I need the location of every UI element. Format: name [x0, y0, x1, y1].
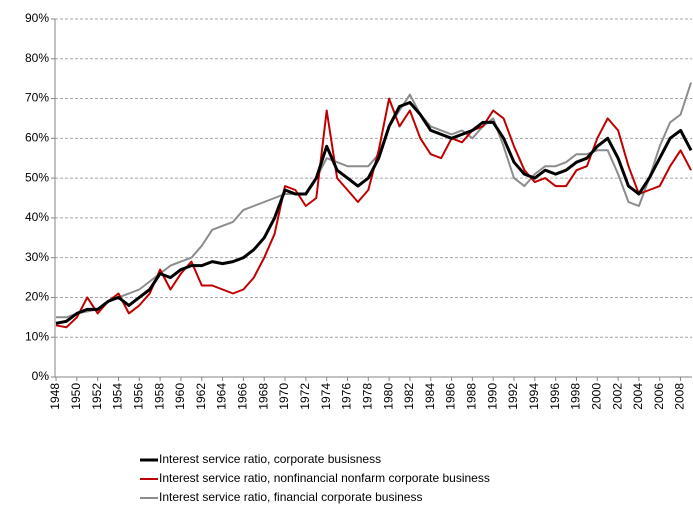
- x-tick-label: 1986: [444, 383, 458, 410]
- x-tick-label: 1976: [340, 383, 354, 410]
- x-tick-label: 1948: [48, 383, 62, 410]
- x-tick-label: 1966: [236, 383, 250, 410]
- series-line: [55, 101, 693, 325]
- y-tick-label: 20%: [25, 290, 49, 304]
- x-tick-label: 2002: [610, 383, 624, 410]
- y-tick-label: 80%: [25, 51, 49, 65]
- y-tick-label: 30%: [25, 250, 49, 264]
- x-tick-label: 1996: [548, 383, 562, 410]
- legend-label: Interest service ratio, financial corpor…: [159, 490, 422, 504]
- y-tick-label: 50%: [25, 170, 49, 184]
- x-tick-label: 1998: [569, 383, 583, 410]
- x-tick-label: 1962: [194, 383, 208, 410]
- x-tick-label: 2000: [589, 383, 603, 410]
- legend-label: Interest service ratio, nonfinancial non…: [159, 471, 490, 485]
- x-tick-label: 1960: [173, 383, 187, 410]
- x-tick-label: 1980: [381, 383, 395, 410]
- x-tick-label: 1956: [131, 383, 145, 410]
- y-tick-label: 60%: [25, 131, 49, 145]
- x-tick-label: 1970: [277, 383, 291, 410]
- x-tick-label: 1968: [256, 383, 270, 410]
- y-tick-label: 40%: [25, 210, 49, 224]
- series-line: [55, 97, 692, 329]
- legend-label: Interest service ratio, corporate busisn…: [159, 452, 381, 466]
- x-tick-label: 1954: [111, 383, 125, 410]
- x-tick-label: 1992: [506, 383, 520, 410]
- x-tick-label: 2006: [652, 383, 666, 410]
- x-tick-label: 1990: [485, 383, 499, 410]
- series-line: [56, 82, 692, 319]
- y-tick-label: 70%: [25, 91, 49, 105]
- x-tick-label: 1994: [527, 383, 541, 410]
- x-tick-label: 1972: [298, 383, 312, 410]
- x-tick-label: 1988: [465, 383, 479, 410]
- x-tick-label: 1950: [69, 383, 83, 410]
- x-tick-label: 2004: [631, 383, 645, 410]
- x-tick-label: 1964: [215, 383, 229, 410]
- y-tick-label: 0%: [32, 369, 50, 383]
- y-tick-label: 90%: [25, 11, 49, 25]
- x-tick-label: 2008: [673, 383, 687, 410]
- x-tick-label: 1978: [360, 383, 374, 410]
- x-tick-label: 1984: [423, 383, 437, 410]
- y-tick-label: 10%: [25, 329, 49, 343]
- x-tick-label: 1982: [402, 383, 416, 410]
- x-tick-label: 1952: [90, 383, 104, 410]
- x-tick-label: 1958: [152, 383, 166, 410]
- x-tick-label: 1974: [319, 383, 333, 410]
